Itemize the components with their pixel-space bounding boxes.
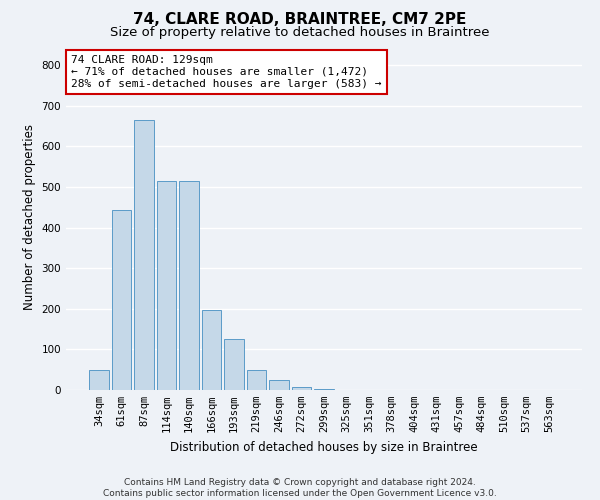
Bar [157, 181, 176, 390]
Bar [224, 340, 244, 390]
Y-axis label: Number of detached properties: Number of detached properties [23, 124, 36, 310]
Bar [269, 380, 289, 390]
Bar [134, 120, 154, 390]
Bar [179, 181, 199, 390]
Bar [89, 370, 109, 390]
Bar [292, 387, 311, 390]
Text: Contains HM Land Registry data © Crown copyright and database right 2024.
Contai: Contains HM Land Registry data © Crown c… [103, 478, 497, 498]
Bar [202, 310, 221, 390]
Bar [314, 389, 334, 390]
Text: Size of property relative to detached houses in Braintree: Size of property relative to detached ho… [110, 26, 490, 39]
Bar [247, 370, 266, 390]
X-axis label: Distribution of detached houses by size in Braintree: Distribution of detached houses by size … [170, 440, 478, 454]
Text: 74 CLARE ROAD: 129sqm
← 71% of detached houses are smaller (1,472)
28% of semi-d: 74 CLARE ROAD: 129sqm ← 71% of detached … [71, 56, 382, 88]
Text: 74, CLARE ROAD, BRAINTREE, CM7 2PE: 74, CLARE ROAD, BRAINTREE, CM7 2PE [133, 12, 467, 28]
Bar [112, 210, 131, 390]
